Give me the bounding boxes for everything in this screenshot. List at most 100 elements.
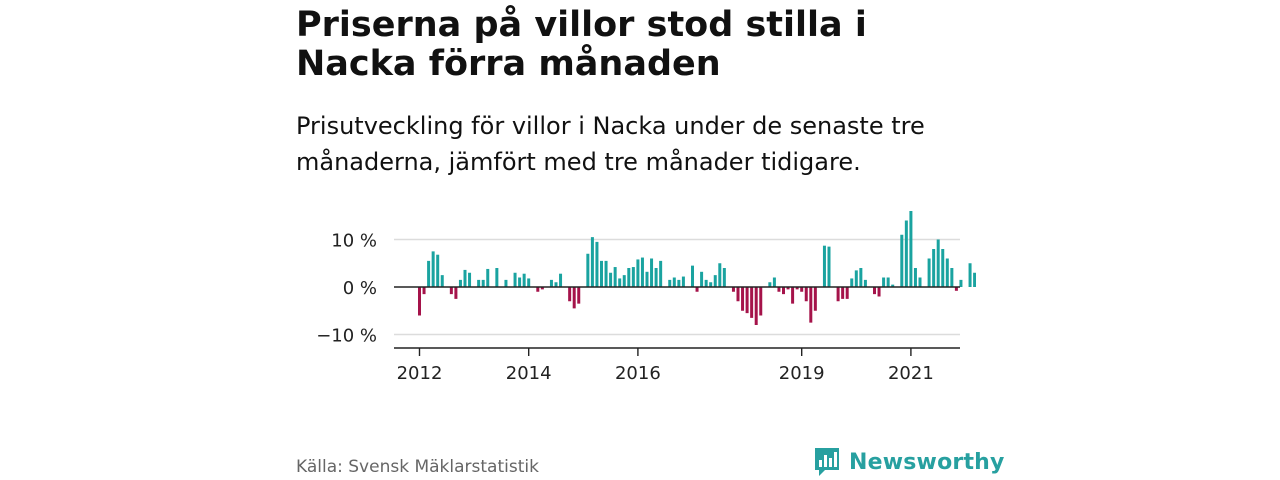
- bar-negative: [418, 287, 421, 316]
- bar-positive: [927, 258, 931, 287]
- bar-positive: [681, 276, 685, 287]
- bar-positive: [522, 273, 526, 287]
- bar-positive: [463, 269, 467, 287]
- bar-positive: [640, 257, 644, 287]
- bar-positive: [590, 237, 594, 288]
- bar-positive: [431, 251, 435, 288]
- bar-positive: [554, 282, 558, 287]
- bar-positive: [613, 267, 617, 287]
- bar-positive: [859, 268, 863, 287]
- bar-negative: [736, 287, 740, 302]
- bar-positive: [850, 278, 854, 287]
- bar-negative: [873, 287, 876, 295]
- bar-positive: [481, 279, 485, 288]
- bar-positive: [586, 253, 590, 287]
- brand-logo[interactable]: Newsworthy: [813, 445, 1005, 479]
- x-tick-label: 2012: [397, 363, 443, 384]
- axes: [394, 286, 960, 356]
- bar-negative: [695, 287, 699, 292]
- bar-positive: [495, 268, 499, 287]
- bar-positive: [468, 272, 472, 287]
- bar-negative: [786, 287, 790, 290]
- bar-positive: [677, 279, 681, 288]
- bar-negative: [422, 287, 426, 295]
- bar-positive: [427, 260, 431, 288]
- bar-negative: [782, 287, 785, 295]
- newsworthy-logo-icon: [815, 448, 839, 476]
- bar-positive: [936, 239, 940, 287]
- bar-positive: [932, 249, 936, 287]
- bar-positive: [950, 268, 954, 287]
- bar-positive: [622, 275, 626, 288]
- bar-positive: [627, 268, 631, 287]
- bar-positive: [709, 282, 713, 287]
- x-tick-label: 2021: [888, 363, 934, 384]
- bar-negative: [759, 287, 763, 316]
- bar-positive: [604, 260, 608, 288]
- x-tick-label: 2019: [779, 363, 825, 384]
- bar-positive: [713, 275, 717, 288]
- bar-positive: [704, 279, 708, 288]
- bar-negative: [791, 287, 795, 304]
- bar-negative: [795, 287, 799, 290]
- bar-positive: [477, 279, 481, 288]
- bar-positive: [722, 268, 726, 287]
- bar-positive: [631, 267, 635, 287]
- bar-positive: [486, 268, 490, 287]
- gridlines: [394, 238, 960, 336]
- bar-negative: [577, 287, 581, 304]
- chart-title: Priserna på villor stod stilla i Nacka f…: [296, 5, 867, 84]
- bar-positive: [518, 277, 522, 287]
- bar-negative: [750, 287, 754, 318]
- bar-negative: [449, 287, 453, 295]
- bar-positive: [504, 279, 508, 288]
- bar-positive: [772, 277, 776, 287]
- bar-positive: [668, 279, 672, 288]
- bar-positive: [436, 254, 440, 287]
- bar-negative: [536, 287, 540, 292]
- bar-positive: [827, 246, 831, 288]
- bar-positive: [909, 211, 913, 287]
- source-note: Källa: Svensk Mäklarstatistik: [296, 457, 539, 477]
- bar-positive: [945, 258, 949, 287]
- bar-positive: [863, 279, 867, 288]
- bar-negative: [800, 287, 804, 292]
- bar-negative: [454, 287, 458, 299]
- bars: [418, 211, 976, 325]
- bar-positive: [549, 279, 553, 288]
- y-tick-label: −10 %: [316, 326, 377, 347]
- bar-positive: [672, 277, 676, 287]
- bar-positive: [918, 277, 922, 287]
- bar-negative: [877, 287, 881, 297]
- bar-negative: [809, 287, 813, 323]
- bar-positive: [458, 279, 462, 288]
- bar-negative: [540, 287, 544, 290]
- bar-positive: [559, 273, 563, 287]
- bar-negative: [741, 287, 745, 311]
- bar-negative: [845, 287, 849, 299]
- bar-positive: [968, 263, 972, 287]
- bar-positive: [595, 241, 599, 288]
- bar-positive: [973, 272, 976, 287]
- bar-negative: [572, 287, 576, 309]
- bar-positive: [618, 278, 622, 287]
- bar-positive: [891, 284, 895, 288]
- y-axis-labels: −10 % 0 % 10 %: [316, 231, 377, 347]
- x-axis-labels: 201220142016201920212023: [397, 363, 934, 384]
- bar-positive: [645, 271, 649, 287]
- bar-positive: [527, 278, 531, 287]
- bar-positive: [654, 268, 658, 287]
- chart-subtitle: Prisutveckling för villor i Nacka under …: [296, 112, 925, 176]
- bar-negative: [813, 287, 817, 311]
- bar-positive: [650, 258, 654, 287]
- bar-positive: [440, 275, 444, 288]
- y-tick-label: 0 %: [343, 278, 377, 299]
- bar-chart: −10 %0 %10 % 201220142016201920212023 0 …: [316, 211, 976, 384]
- brand-name: Newsworthy: [849, 449, 1005, 475]
- bar-positive: [900, 234, 904, 287]
- bar-positive: [768, 282, 772, 287]
- bar-negative: [754, 287, 758, 325]
- bar-negative: [841, 287, 845, 299]
- bar-negative: [777, 287, 781, 292]
- bar-positive: [941, 249, 945, 287]
